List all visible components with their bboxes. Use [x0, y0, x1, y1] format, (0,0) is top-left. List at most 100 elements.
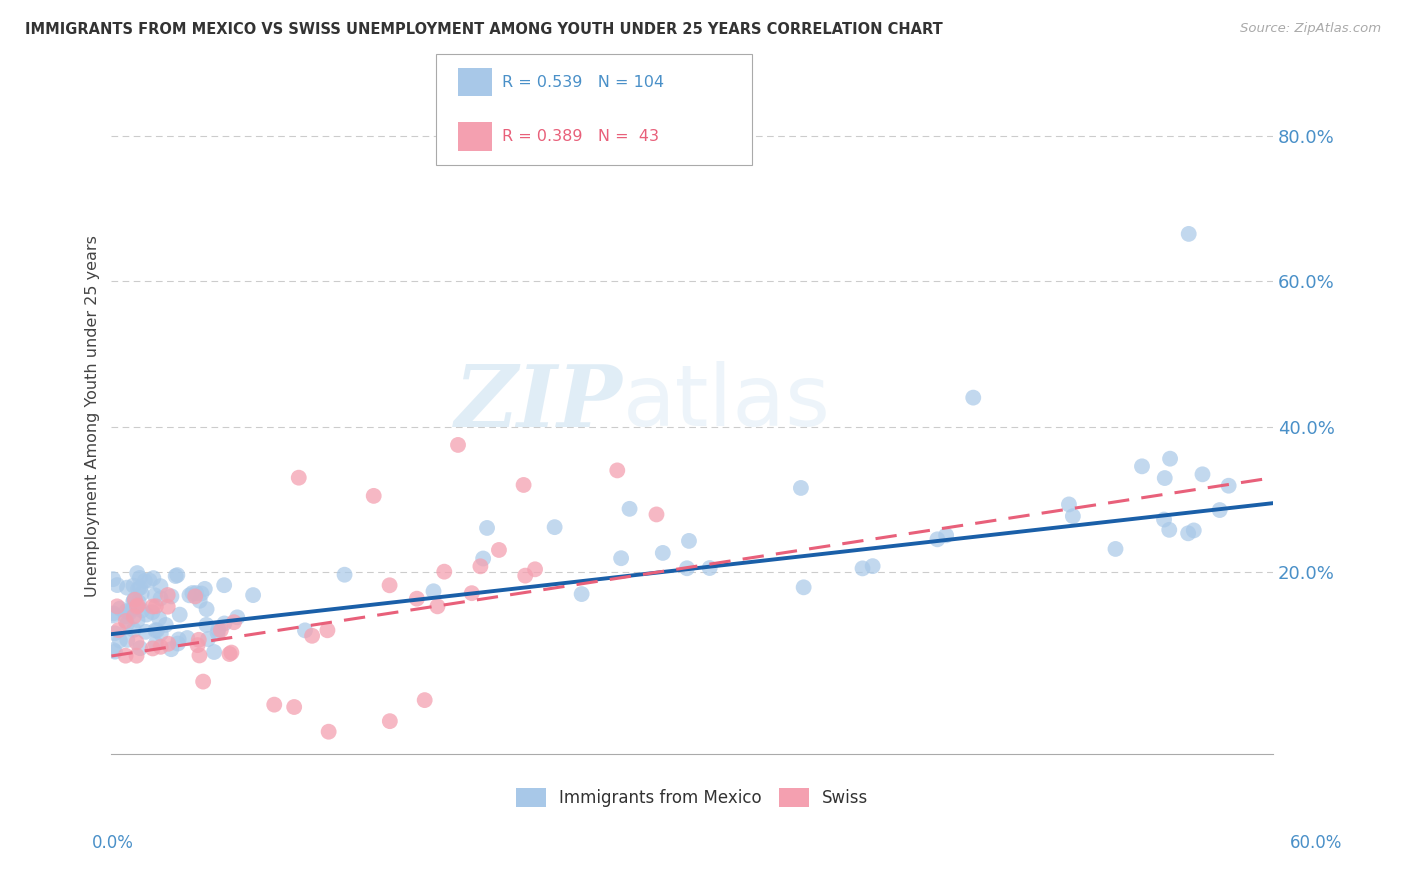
Point: [426, 599, 449, 614]
Point: [149, 626, 172, 640]
Point: [149, 640, 172, 654]
Point: [149, 591, 172, 606]
Point: [166, 568, 188, 582]
Point: [121, 602, 143, 616]
Point: [470, 559, 492, 574]
Point: [447, 438, 470, 452]
Point: [160, 590, 183, 604]
Point: [156, 599, 179, 614]
Point: [191, 674, 214, 689]
Point: [127, 582, 149, 596]
Point: [101, 572, 124, 586]
Text: IMMIGRANTS FROM MEXICO VS SWISS UNEMPLOYMENT AMONG YOUTH UNDER 25 YEARS CORRELAT: IMMIGRANTS FROM MEXICO VS SWISS UNEMPLOY…: [25, 22, 943, 37]
Point: [363, 489, 385, 503]
Point: [242, 588, 264, 602]
Point: [862, 559, 884, 574]
Point: [138, 574, 160, 588]
Point: [226, 610, 249, 624]
Point: [488, 543, 510, 558]
Point: [115, 604, 138, 618]
Text: Source: ZipAtlas.com: Source: ZipAtlas.com: [1240, 22, 1381, 36]
Point: [433, 565, 456, 579]
Point: [543, 520, 565, 534]
Point: [181, 586, 204, 600]
Point: [1057, 497, 1080, 511]
Point: [1159, 523, 1181, 537]
Point: [378, 714, 401, 728]
Point: [157, 637, 180, 651]
Point: [155, 618, 177, 632]
Point: [129, 581, 152, 595]
Legend: Immigrants from Mexico, Swiss: Immigrants from Mexico, Swiss: [509, 781, 875, 814]
Point: [125, 599, 148, 614]
Point: [678, 533, 700, 548]
Point: [129, 641, 152, 656]
Point: [651, 546, 673, 560]
Point: [143, 588, 166, 602]
Point: [793, 580, 815, 594]
Point: [142, 641, 165, 656]
Point: [149, 579, 172, 593]
Point: [146, 624, 169, 638]
Point: [207, 626, 229, 640]
Point: [104, 645, 127, 659]
Point: [105, 578, 128, 592]
Point: [114, 609, 136, 624]
Point: [1062, 509, 1084, 524]
Point: [115, 581, 138, 595]
Point: [127, 599, 149, 613]
Point: [214, 616, 236, 631]
Point: [125, 648, 148, 663]
Point: [524, 562, 547, 576]
Point: [316, 624, 339, 638]
Y-axis label: Unemployment Among Youth under 25 years: Unemployment Among Youth under 25 years: [86, 235, 100, 597]
Point: [1191, 467, 1213, 482]
Point: [790, 481, 813, 495]
Point: [115, 632, 138, 647]
Point: [283, 700, 305, 714]
Point: [142, 571, 165, 585]
Point: [927, 533, 949, 547]
Point: [101, 608, 124, 623]
Point: [122, 609, 145, 624]
Point: [515, 568, 537, 582]
Point: [699, 561, 721, 575]
Point: [1218, 479, 1240, 493]
Point: [128, 571, 150, 585]
Point: [131, 603, 153, 617]
Point: [207, 623, 229, 637]
Point: [145, 599, 167, 614]
Point: [107, 623, 129, 637]
Point: [851, 561, 873, 575]
Point: [606, 463, 628, 477]
Point: [148, 611, 170, 625]
Point: [114, 648, 136, 663]
Point: [202, 645, 225, 659]
Point: [184, 590, 207, 604]
Point: [141, 605, 163, 619]
Point: [124, 592, 146, 607]
Point: [1182, 524, 1205, 538]
Point: [378, 578, 401, 592]
Point: [212, 578, 235, 592]
Text: R = 0.539   N = 104: R = 0.539 N = 104: [502, 75, 664, 89]
Point: [131, 586, 153, 600]
Point: [1177, 526, 1199, 541]
Point: [103, 607, 125, 621]
Point: [122, 623, 145, 637]
Point: [188, 593, 211, 607]
Text: 0.0%: 0.0%: [91, 834, 134, 852]
Point: [156, 588, 179, 602]
Point: [122, 594, 145, 608]
Point: [186, 586, 208, 600]
Point: [188, 648, 211, 663]
Text: atlas: atlas: [623, 360, 831, 444]
Point: [127, 613, 149, 627]
Point: [122, 592, 145, 607]
Point: [114, 614, 136, 628]
Point: [676, 561, 699, 575]
Point: [619, 501, 641, 516]
Point: [405, 591, 427, 606]
Point: [209, 623, 232, 637]
Point: [294, 624, 316, 638]
